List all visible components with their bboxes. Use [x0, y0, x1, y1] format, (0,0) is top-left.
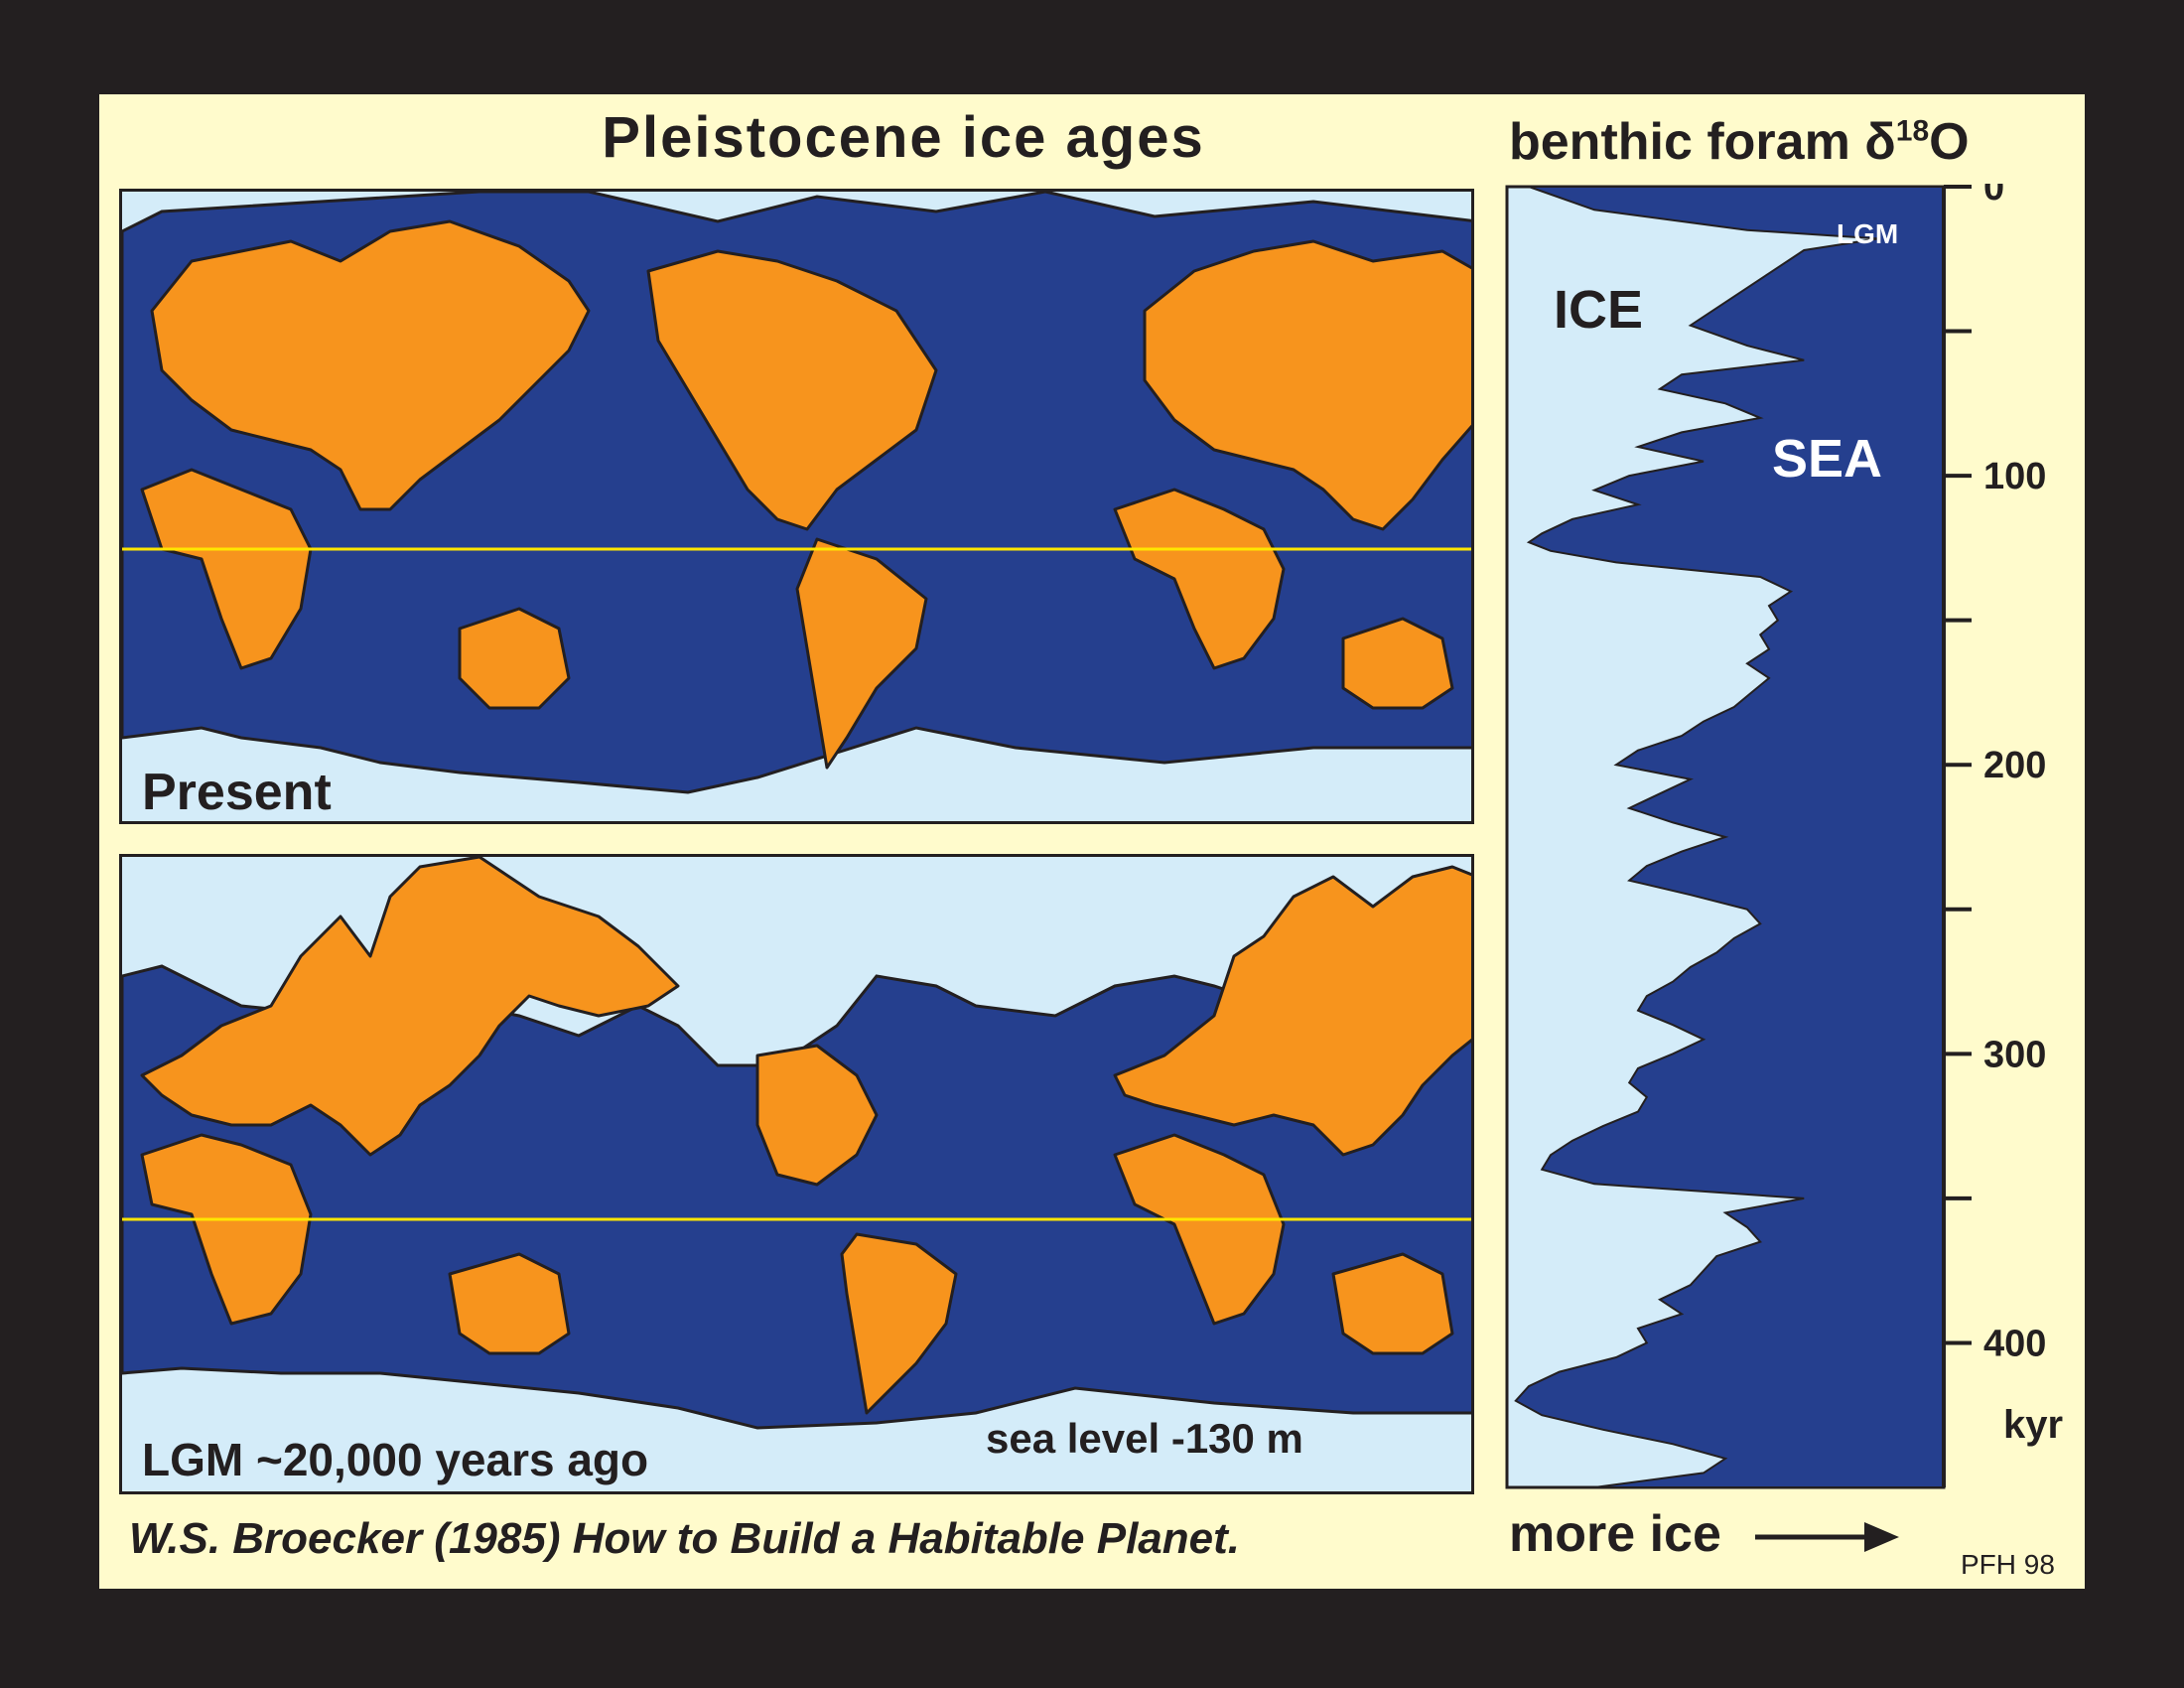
region-label-ice: ICE [1554, 280, 1643, 340]
lgm-label: LGM ~20,000 years ago [142, 1434, 649, 1485]
y-tick-label: 200 [1983, 745, 2046, 786]
arrow-right-icon [1755, 1522, 1900, 1553]
d18o-chart: 0 100 200 300 400 ICE SEA LGM [1505, 184, 2046, 1489]
australia-east [1341, 617, 1454, 710]
chart-ticks: 0 100 200 300 400 [1944, 184, 2046, 1364]
more-ice-label: more ice [1509, 1505, 1721, 1563]
lgm-map: LGM ~20,000 years ago sea level -130 m [119, 854, 1474, 1494]
north-america [646, 249, 938, 531]
y-tick-label: 300 [1983, 1034, 2046, 1075]
chart-title-end: O [1929, 113, 1970, 171]
eurasia-west [150, 219, 591, 511]
y-tick-label: 100 [1983, 456, 2046, 497]
poster: Pleistocene ice ages [99, 94, 2085, 1589]
eurasia-west [140, 857, 680, 1157]
y-tick-label: 400 [1983, 1323, 2046, 1364]
chart-title-superscript: 18 [1895, 114, 1930, 148]
present-map-graphic [122, 192, 1471, 794]
africa-east [1113, 1133, 1286, 1326]
australia-west [458, 607, 571, 710]
africa-west [140, 1133, 313, 1326]
region-label-lgm: LGM [1837, 218, 1898, 249]
y-tick-label: 0 [1983, 184, 2004, 209]
present-label: Present [142, 764, 332, 821]
credit: PFH 98 [1961, 1549, 2055, 1580]
eurasia-east [1143, 239, 1471, 531]
south-america [840, 1232, 958, 1415]
sea-level-label: sea level -130 m [986, 1415, 1303, 1462]
y-axis-label: kyr [2003, 1403, 2064, 1447]
region-label-sea: SEA [1772, 429, 1882, 489]
lgm-map-graphic [122, 857, 1471, 1430]
chart-sea-area [1514, 186, 1945, 1488]
north-america [755, 1044, 879, 1187]
eurasia-east [1113, 865, 1471, 1157]
x-axis-label: more ice [1509, 1504, 1904, 1564]
citation: W.S. Broecker (1985) How to Build a Habi… [129, 1514, 1240, 1563]
present-map: Present [119, 189, 1474, 824]
chart-title: benthic foram δ18O [1509, 112, 1970, 172]
australia-west [448, 1252, 571, 1355]
africa-west [140, 468, 313, 670]
australia-east [1331, 1252, 1454, 1355]
chart-title-main: benthic foram δ [1509, 113, 1896, 171]
page-title: Pleistocene ice ages [602, 105, 1205, 170]
africa-east [1113, 488, 1286, 670]
south-america [795, 537, 928, 770]
